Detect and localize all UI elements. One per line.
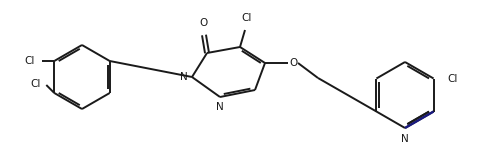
Text: Cl: Cl (448, 73, 458, 84)
Text: O: O (200, 18, 208, 28)
Text: N: N (216, 102, 224, 112)
Text: O: O (289, 58, 297, 68)
Text: N: N (180, 72, 188, 82)
Text: Cl: Cl (242, 13, 252, 23)
Text: N: N (401, 134, 409, 144)
Text: Cl: Cl (30, 79, 40, 89)
Text: Cl: Cl (24, 56, 34, 66)
